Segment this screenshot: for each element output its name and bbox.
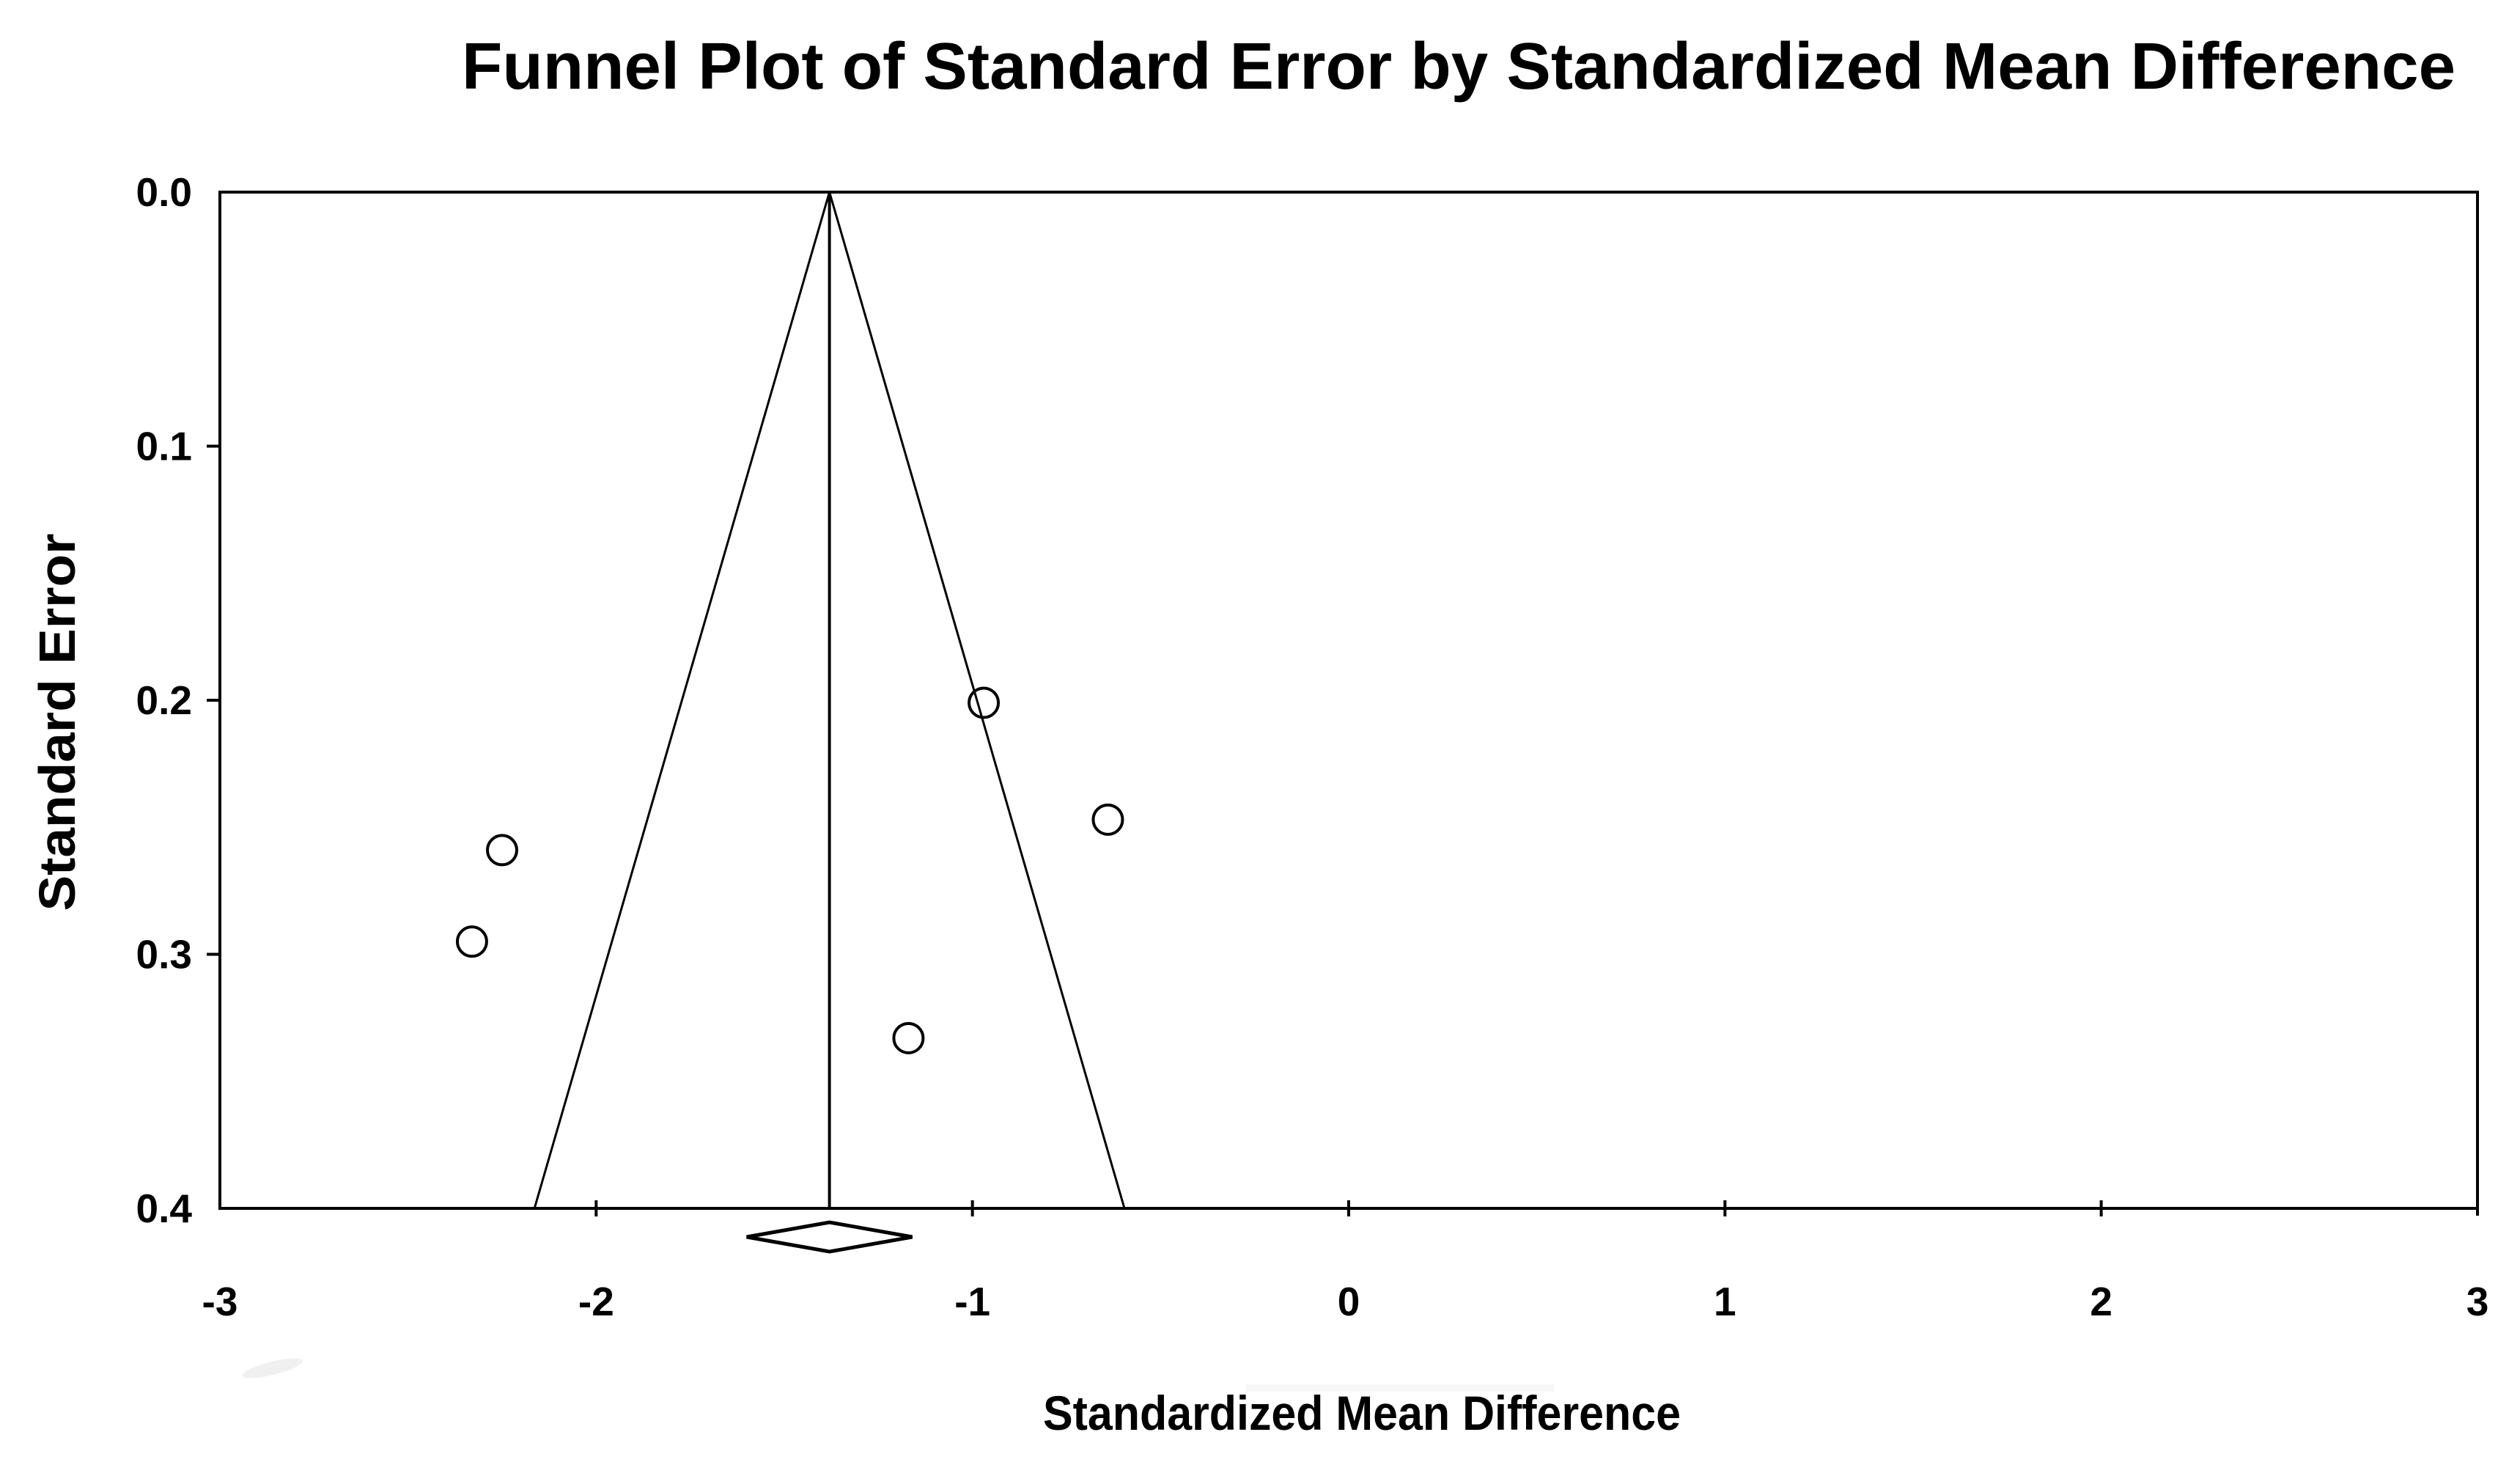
data-point-circle xyxy=(486,834,518,867)
y-axis-title: Standard Error xyxy=(29,534,86,911)
x-tick-label: 3 xyxy=(2466,1279,2489,1324)
artifact-smudge xyxy=(1246,1384,1554,1392)
data-point-circle xyxy=(968,686,1001,719)
funnel-right-line xyxy=(828,191,1126,1209)
data-point-circle xyxy=(892,1021,925,1054)
x-axis-title: Standardized Mean Difference xyxy=(1043,1386,1681,1440)
chart-title: Funnel Plot of Standard Error by Standar… xyxy=(462,30,2455,103)
plot-frame xyxy=(218,191,2479,1210)
plot-geometry: -3 -2 -1 0 1 2 3 0.0 0.1 0.2 0.3 0.4 xyxy=(136,169,2489,1324)
y-tick-label: 0.4 xyxy=(136,1186,193,1231)
summary-diamond xyxy=(746,1220,913,1254)
x-tick-label: -3 xyxy=(202,1279,238,1324)
y-tick-label: 0.3 xyxy=(136,932,192,977)
funnel-left-line xyxy=(533,191,831,1209)
y-tick-label: 0.2 xyxy=(136,678,192,723)
x-tick-label: -1 xyxy=(954,1279,990,1324)
x-tick-label: 0 xyxy=(1338,1279,1360,1324)
x-tick-label: 1 xyxy=(1714,1279,1736,1324)
x-tick-label: 2 xyxy=(2090,1279,2112,1324)
y-tick-label: 0.0 xyxy=(136,169,192,215)
artifact-smudge xyxy=(243,1358,303,1378)
data-point-circle xyxy=(1091,803,1124,836)
y-tick-label: 0.1 xyxy=(136,424,192,469)
data-point-circle xyxy=(455,925,488,958)
x-tick-label: -2 xyxy=(578,1279,614,1324)
